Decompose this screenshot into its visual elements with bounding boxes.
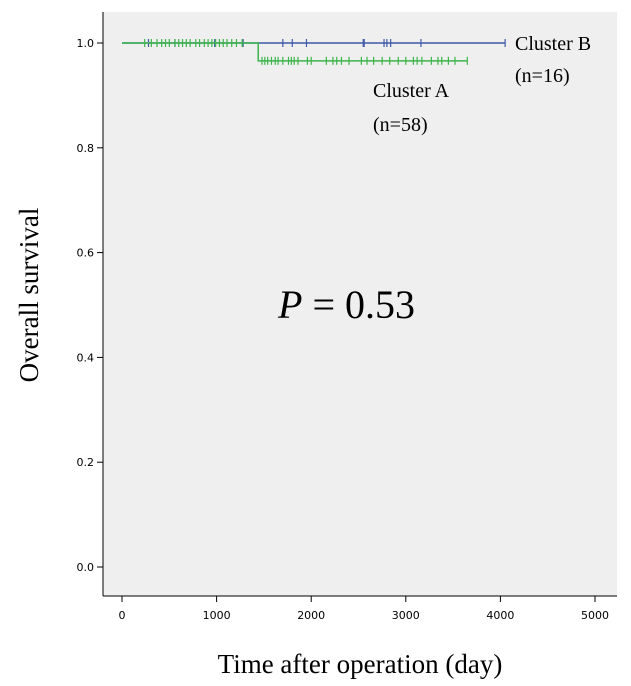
x-axis-ticks: 0 1000 2000 3000 4000 5000 [119,596,609,622]
y-tick-label: 0.4 [77,351,95,364]
x-tick-label: 4000 [486,609,514,622]
x-axis-title: Time after operation (day) [218,649,503,679]
cluster-a-n-label: (n=58) [373,114,428,136]
x-tick-label: 1000 [203,609,231,622]
series-layer [122,39,506,65]
series-cluster-a [122,39,468,65]
x-tick-label: 0 [119,609,126,622]
y-axis-ticks: 0.0 0.2 0.4 0.6 0.8 1.0 [77,37,103,574]
y-tick-label: 0.6 [77,247,95,260]
cluster-a-label: Cluster A [373,80,450,102]
y-axis-title: Overall survival [14,208,44,383]
y-tick-label: 1.0 [77,37,95,50]
cluster-b-label: Cluster B [515,33,591,55]
plot-area [103,12,617,596]
y-tick-label: 0.0 [77,561,95,574]
y-tick-label: 0.8 [77,142,95,155]
cluster-b-n-label: (n=16) [515,65,570,87]
x-tick-label: 3000 [392,609,420,622]
x-tick-label: 2000 [297,609,325,622]
p-value-annotation: P = 0.53 [277,282,415,327]
x-tick-label: 5000 [581,609,609,622]
y-tick-label: 0.2 [77,456,95,469]
p-value-rest: = 0.53 [302,282,415,327]
p-symbol: P [277,282,302,327]
